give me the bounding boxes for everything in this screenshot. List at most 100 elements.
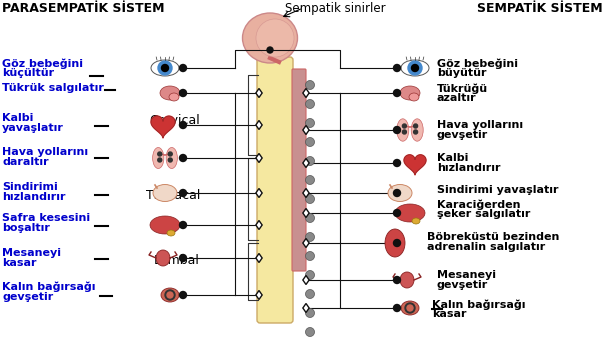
Circle shape	[180, 255, 186, 261]
Polygon shape	[303, 303, 309, 312]
Circle shape	[393, 65, 401, 71]
Circle shape	[306, 290, 315, 298]
Text: Mesaneyi: Mesaneyi	[437, 270, 496, 280]
Text: Böbreküstü bezinden: Böbreküstü bezinden	[427, 232, 560, 242]
Circle shape	[393, 210, 401, 216]
Circle shape	[306, 119, 315, 127]
Polygon shape	[256, 291, 262, 300]
Circle shape	[402, 130, 407, 134]
Ellipse shape	[151, 60, 179, 76]
Text: hızlandırır: hızlandırır	[2, 192, 65, 202]
Circle shape	[306, 100, 315, 109]
Text: Tükrük salgılatır: Tükrük salgılatır	[2, 83, 104, 93]
Circle shape	[393, 190, 401, 196]
Polygon shape	[303, 159, 309, 167]
Circle shape	[306, 156, 315, 166]
Circle shape	[407, 305, 413, 311]
Circle shape	[168, 158, 172, 162]
Circle shape	[393, 240, 401, 246]
Text: Göz bebeğini: Göz bebeğini	[437, 58, 518, 69]
Ellipse shape	[167, 230, 175, 236]
Ellipse shape	[166, 147, 177, 169]
Text: kasar: kasar	[432, 309, 466, 319]
Text: Karaciğerden: Karaciğerden	[437, 199, 520, 210]
Circle shape	[180, 292, 186, 298]
Circle shape	[306, 271, 315, 280]
Circle shape	[306, 176, 315, 185]
Polygon shape	[256, 121, 262, 130]
Text: Tükrüğü: Tükrüğü	[437, 83, 488, 94]
Polygon shape	[256, 154, 262, 162]
Circle shape	[306, 251, 315, 261]
Polygon shape	[303, 276, 309, 285]
Circle shape	[180, 121, 186, 129]
Circle shape	[168, 152, 172, 156]
Text: SEMPATİK SİSTEM: SEMPATİK SİSTEM	[477, 2, 603, 15]
Circle shape	[306, 232, 315, 241]
Ellipse shape	[152, 147, 164, 169]
Ellipse shape	[150, 216, 180, 234]
Text: Safra kesesini: Safra kesesini	[2, 213, 90, 223]
Circle shape	[180, 65, 186, 71]
Circle shape	[306, 308, 315, 317]
Polygon shape	[256, 188, 262, 197]
Ellipse shape	[401, 301, 419, 315]
Polygon shape	[303, 126, 309, 135]
Circle shape	[393, 160, 401, 166]
Circle shape	[165, 290, 175, 300]
Text: azaltır: azaltır	[437, 93, 477, 103]
Ellipse shape	[411, 119, 424, 141]
Polygon shape	[256, 89, 262, 97]
Polygon shape	[303, 238, 309, 247]
FancyBboxPatch shape	[257, 57, 293, 323]
Circle shape	[306, 213, 315, 222]
Ellipse shape	[412, 218, 420, 224]
Circle shape	[306, 327, 315, 337]
Circle shape	[167, 292, 173, 298]
Text: gevşetir: gevşetir	[437, 280, 488, 290]
Text: boşaltır: boşaltır	[2, 223, 50, 233]
Polygon shape	[303, 89, 309, 97]
Circle shape	[180, 90, 186, 96]
Text: Kalbi: Kalbi	[437, 153, 468, 163]
Ellipse shape	[388, 185, 412, 201]
Text: yavaşlatır: yavaşlatır	[2, 123, 64, 133]
Ellipse shape	[160, 86, 180, 100]
Ellipse shape	[161, 288, 179, 302]
Text: Göz bebeğini: Göz bebeğini	[2, 58, 83, 69]
Text: Hava yollarını: Hava yollarını	[437, 120, 523, 130]
Circle shape	[180, 190, 186, 196]
Circle shape	[180, 155, 186, 161]
FancyBboxPatch shape	[292, 69, 306, 271]
Text: küçültür: küçültür	[2, 68, 54, 78]
Ellipse shape	[397, 119, 409, 141]
Ellipse shape	[400, 86, 420, 100]
Ellipse shape	[243, 13, 298, 63]
Circle shape	[408, 61, 422, 75]
Circle shape	[414, 124, 417, 128]
Text: gevşetir: gevşetir	[437, 130, 488, 140]
Circle shape	[180, 221, 186, 228]
Circle shape	[393, 277, 401, 283]
Polygon shape	[303, 188, 309, 197]
Ellipse shape	[395, 204, 425, 222]
Circle shape	[393, 90, 401, 96]
Text: Lumbal: Lumbal	[154, 253, 200, 266]
Text: Kalın bağırsağı: Kalın bağırsağı	[2, 282, 96, 292]
Circle shape	[267, 47, 273, 53]
Text: daraltır: daraltır	[2, 157, 48, 167]
Text: Thoracal: Thoracal	[146, 188, 200, 201]
Text: büyütür: büyütür	[437, 68, 486, 78]
Circle shape	[158, 158, 162, 162]
Circle shape	[402, 124, 407, 128]
Text: Hava yollarını: Hava yollarını	[2, 147, 88, 157]
Circle shape	[158, 152, 162, 156]
Text: kasar: kasar	[2, 258, 36, 268]
Circle shape	[405, 303, 415, 313]
Text: şeker salgılatır: şeker salgılatır	[437, 209, 531, 219]
Polygon shape	[404, 155, 426, 175]
Ellipse shape	[169, 93, 179, 101]
Polygon shape	[303, 208, 309, 217]
Ellipse shape	[153, 185, 177, 201]
Text: Kalın bağırsağı: Kalın bağırsağı	[432, 299, 526, 310]
